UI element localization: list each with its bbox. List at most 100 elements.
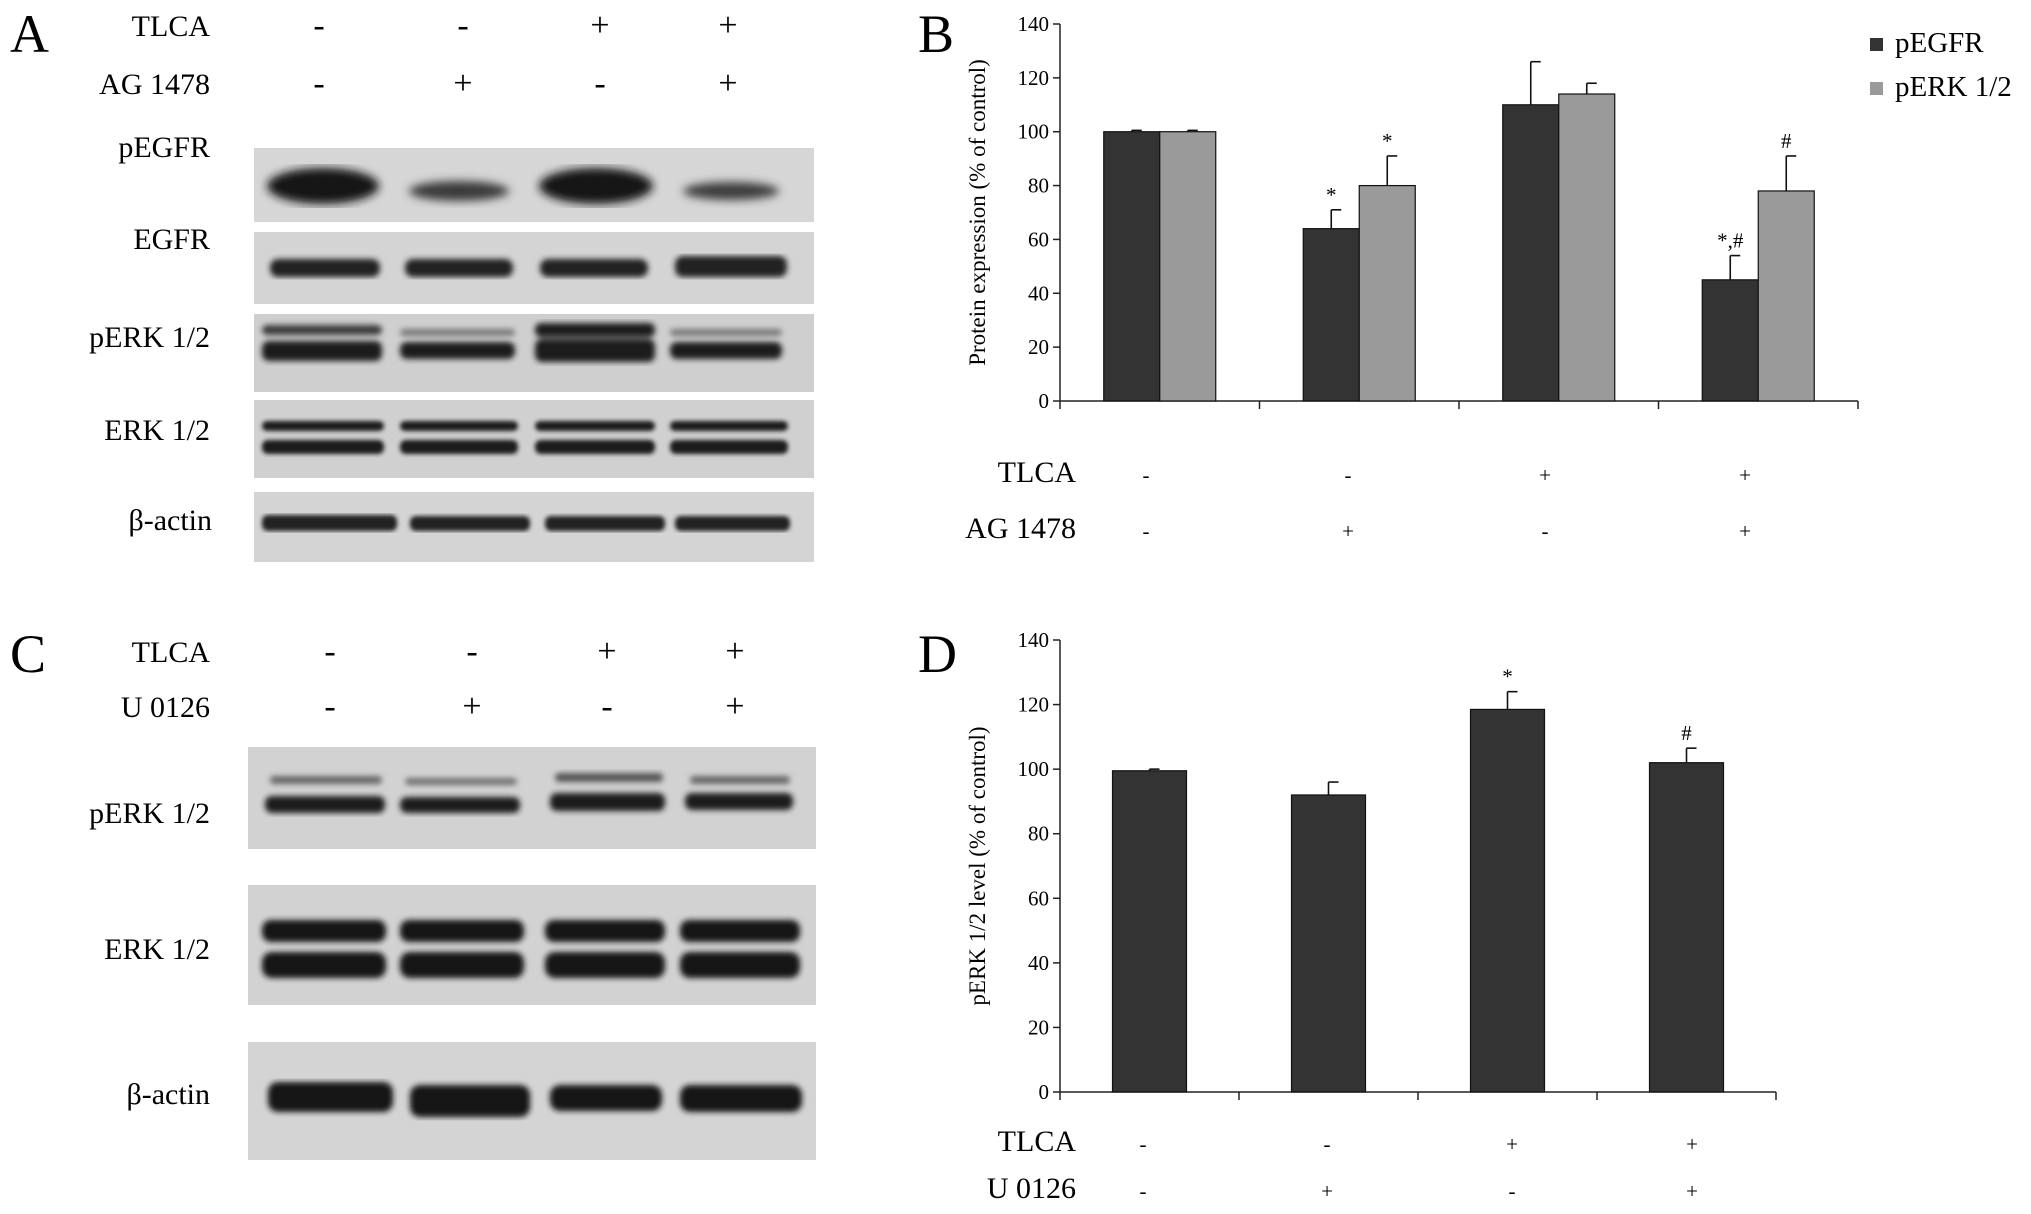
- y-tick-label: 140: [1018, 12, 1050, 36]
- band: [680, 952, 800, 978]
- blot-strip-erk: [248, 885, 816, 1005]
- blot-label: β-actin: [128, 504, 212, 537]
- band: [685, 793, 793, 810]
- condition-sign: -: [1140, 1132, 1147, 1156]
- band: [405, 259, 513, 277]
- band: [400, 920, 524, 942]
- condition-sign: -: [1140, 1179, 1147, 1203]
- panel-d-conditions: TLCA - - + + U 0126 - + - +: [987, 1125, 1698, 1205]
- condition-sign: +: [1506, 1132, 1518, 1156]
- band: [535, 339, 655, 362]
- y-tick-label: 100: [1018, 120, 1050, 144]
- band: [545, 952, 665, 978]
- condition-sign: -: [1143, 463, 1150, 487]
- band: [545, 920, 665, 942]
- band: [270, 259, 380, 277]
- band: [680, 1085, 802, 1112]
- band: [410, 516, 530, 531]
- condition-sign: +: [590, 7, 609, 44]
- band: [555, 773, 663, 782]
- condition-sign: +: [725, 688, 744, 725]
- band: [680, 920, 800, 942]
- band: [675, 516, 790, 531]
- blot-label: pEGFR: [118, 131, 210, 164]
- condition-sign: +: [718, 7, 737, 44]
- condition-sign: +: [1739, 519, 1751, 543]
- condition-sign: -: [1143, 519, 1150, 543]
- band: [270, 776, 382, 784]
- panel-a-western-blots: [254, 148, 814, 562]
- bar: [1358, 184, 1416, 402]
- band: [550, 1085, 662, 1111]
- band: [262, 440, 384, 454]
- band: [400, 342, 515, 359]
- band: [535, 440, 655, 454]
- blot-label: pERK 1/2: [89, 797, 210, 830]
- condition-sign: +: [718, 65, 737, 102]
- band: [675, 256, 787, 277]
- bar: [1757, 190, 1815, 402]
- blot-label: β-actin: [126, 1078, 210, 1111]
- band: [405, 778, 517, 785]
- bar: [1302, 228, 1360, 402]
- condition-sign: -: [324, 688, 335, 725]
- panel-a-conditions: TLCA - - + + AG 1478 - + - +: [99, 7, 737, 102]
- y-tick-label: 120: [1018, 66, 1050, 90]
- condition-sign: +: [1342, 519, 1354, 543]
- condition-sign: -: [313, 7, 324, 44]
- band: [268, 1082, 393, 1112]
- condition-sign: +: [597, 633, 616, 670]
- band: [690, 776, 790, 784]
- y-tick-label: 100: [1018, 757, 1050, 781]
- y-tick-label: 80: [1028, 174, 1049, 198]
- y-tick-label: 0: [1039, 389, 1050, 413]
- bar: [1469, 708, 1546, 1093]
- band: [267, 168, 379, 204]
- condition-sign: -: [313, 65, 324, 102]
- y-axis-title: pERK 1/2 level (% of control): [965, 726, 990, 1005]
- band: [400, 440, 518, 454]
- bar: [1103, 131, 1161, 402]
- significance-mark: *: [1326, 183, 1337, 207]
- condition-sign: +: [1686, 1132, 1698, 1156]
- y-tick-label: 20: [1028, 335, 1049, 359]
- band: [262, 515, 397, 531]
- condition-sign: +: [725, 633, 744, 670]
- condition-label: TLCA: [132, 10, 211, 43]
- band: [670, 329, 782, 336]
- significance-mark: #: [1681, 721, 1692, 745]
- legend-swatch: [1870, 82, 1883, 95]
- condition-label: U 0126: [987, 1172, 1076, 1205]
- bar: [1111, 770, 1188, 1093]
- y-tick-label: 20: [1028, 1015, 1049, 1039]
- legend-swatch: [1870, 38, 1883, 51]
- band: [262, 952, 386, 978]
- band: [262, 325, 382, 335]
- band: [400, 952, 524, 978]
- band: [400, 329, 515, 336]
- panel-c-blot-labels: pERK 1/2 ERK 1/2 β-actin: [89, 797, 210, 1111]
- band: [540, 259, 648, 277]
- y-tick-label: 140: [1018, 628, 1050, 652]
- bar: [1648, 762, 1725, 1093]
- panel-b-letter: B: [918, 4, 954, 64]
- bar: [1701, 279, 1759, 402]
- panel-c-letter: C: [10, 624, 46, 684]
- panel-c-western-blots: [248, 747, 816, 1160]
- band: [262, 421, 384, 431]
- condition-sign: -: [1509, 1179, 1516, 1203]
- panel-d-letter: D: [918, 624, 957, 684]
- band: [409, 181, 509, 201]
- y-tick-label: 60: [1028, 227, 1049, 251]
- panel-b-bar-chart: 0 20 40 60 80 100 120 140 Protein expression (% …: [965, 12, 2012, 413]
- band: [400, 421, 518, 431]
- y-axis-title: Protein expression (% of control): [965, 59, 990, 366]
- condition-sign: -: [457, 7, 468, 44]
- condition-sign: -: [594, 65, 605, 102]
- condition-label: TLCA: [998, 1125, 1077, 1158]
- band: [683, 182, 779, 200]
- significance-mark: #: [1781, 129, 1792, 153]
- significance-mark: *: [1382, 129, 1393, 153]
- band: [670, 421, 788, 431]
